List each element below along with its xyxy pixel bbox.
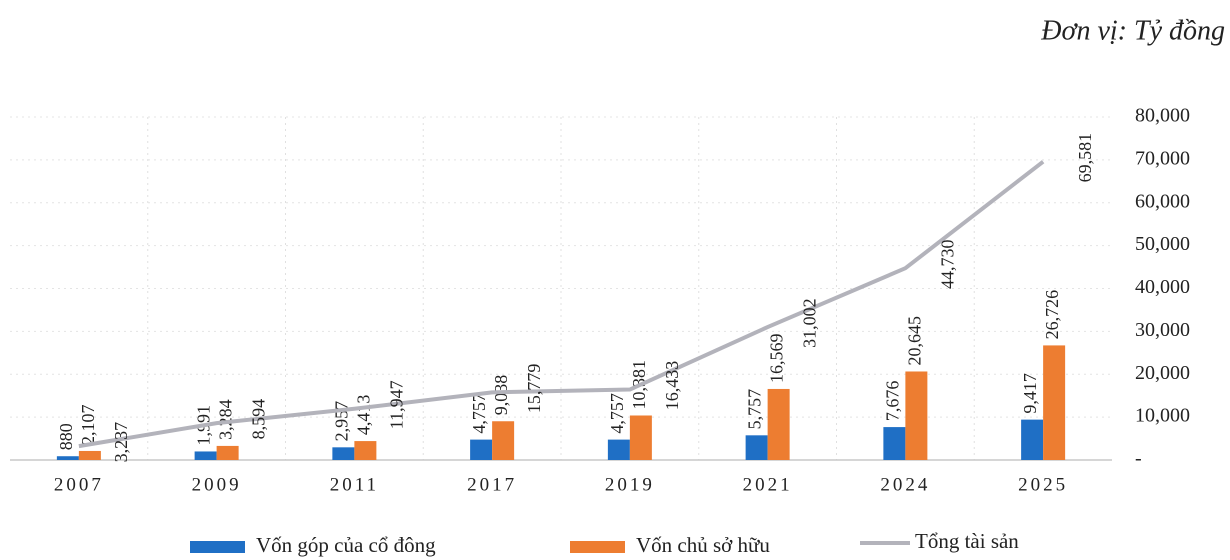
value-label: 7,676	[883, 381, 903, 422]
value-label: 9,417	[1020, 373, 1040, 414]
legend-label: Tổng tài sản	[915, 529, 1019, 553]
bar	[492, 421, 515, 460]
value-label: 8,594	[249, 399, 269, 440]
y-tick-label: 70,000	[1135, 147, 1190, 169]
value-label: 2,957	[332, 401, 352, 442]
y-tick-label: 10,000	[1135, 405, 1190, 427]
value-label: 4,757	[469, 393, 489, 434]
legend-label: Vốn chủ sở hữu	[636, 533, 770, 557]
x-tick-label: 2024	[880, 474, 930, 495]
y-tick-label: 60,000	[1135, 190, 1190, 212]
value-label: 4,413	[354, 395, 374, 436]
y-tick-label: -	[1135, 448, 1142, 470]
value-label: 26,726	[1042, 290, 1062, 340]
value-label: 11,947	[387, 380, 407, 429]
value-label: 31,002	[800, 298, 820, 348]
value-label: 16,569	[767, 333, 787, 383]
value-label: 20,645	[905, 316, 925, 366]
legend-label: Vốn góp của cổ đông	[256, 533, 436, 557]
x-tick-label: 2017	[467, 474, 517, 495]
y-tick-label: 40,000	[1135, 276, 1190, 298]
bar	[78, 450, 101, 460]
value-label: 9,038	[491, 375, 511, 416]
x-tick-label: 2011	[330, 474, 379, 495]
unit-label: Đơn vị: Tỷ đồng	[1040, 15, 1225, 46]
y-tick-label: 50,000	[1135, 233, 1190, 255]
value-label: 3,284	[216, 399, 236, 440]
value-label: 880	[56, 423, 76, 450]
bar	[1043, 345, 1066, 460]
bar	[56, 456, 79, 460]
bar	[883, 427, 906, 460]
x-tick-label: 2025	[1018, 474, 1068, 495]
legend-swatch	[570, 541, 625, 553]
bar	[629, 415, 652, 460]
legend-swatch	[190, 541, 245, 553]
x-tick-label: 2007	[54, 474, 104, 495]
value-label: 2,107	[78, 404, 98, 445]
x-tick-label: 2019	[605, 474, 655, 495]
y-tick-label: 30,000	[1135, 319, 1190, 341]
bar	[216, 445, 239, 460]
bar	[1021, 419, 1044, 460]
bar	[905, 371, 928, 460]
bar	[607, 439, 630, 460]
bar	[194, 451, 217, 460]
bar	[745, 435, 768, 460]
bar	[332, 447, 355, 460]
line-series	[78, 160, 1045, 449]
value-label: 16,433	[662, 361, 682, 411]
value-label: 4,757	[607, 393, 627, 434]
value-label: 5,757	[745, 389, 765, 430]
bar	[354, 441, 377, 460]
value-label: 44,730	[938, 239, 958, 289]
value-label: 69,581	[1075, 133, 1095, 183]
x-tick-label: 2009	[192, 474, 242, 495]
value-label: 3,237	[111, 422, 131, 463]
x-tick-label: 2021	[743, 474, 793, 495]
y-tick-label: 20,000	[1135, 362, 1190, 384]
y-tick-label: 80,000	[1135, 105, 1190, 127]
bar	[470, 439, 493, 460]
value-label: 15,779	[524, 364, 544, 414]
bar	[767, 388, 790, 460]
